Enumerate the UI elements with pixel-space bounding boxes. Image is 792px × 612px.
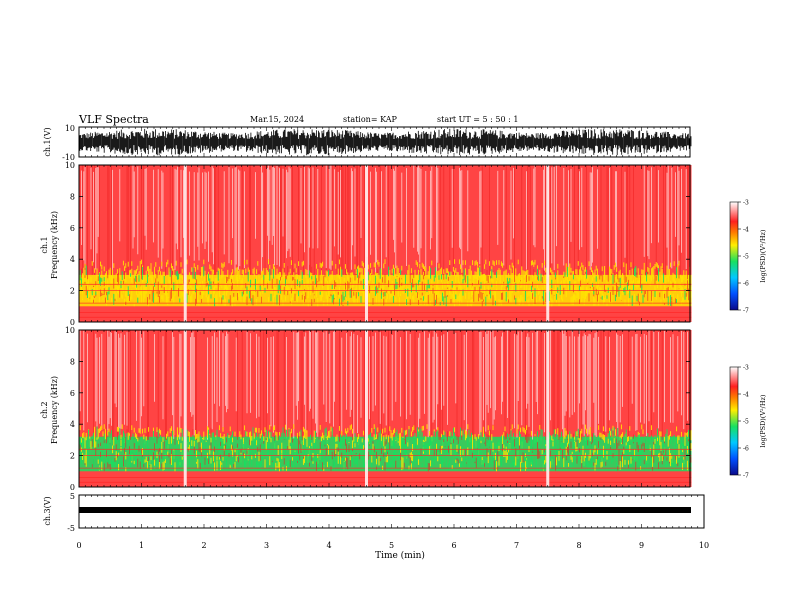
- ch1-spectrogram-ylabel-ch: ch.1: [40, 236, 49, 253]
- spectrogram-gap: [365, 330, 368, 487]
- colorbar-ch2-gradient: [729, 366, 739, 476]
- time-axis-tick-label: 6: [451, 541, 456, 550]
- colorbar-ch2-ticks: -3 -4 -5 -6 -7: [738, 365, 749, 480]
- ch2-spectrogram-ylabel-freq: Frequency (kHz): [50, 376, 59, 444]
- time-axis-tick-label: 1: [139, 541, 144, 550]
- ch1-waveform-line: [78, 128, 692, 156]
- time-axis-labels: 0 1 2 3 4 5 6 7 8 9 10: [76, 541, 709, 550]
- ch2-spectrogram-yticks: 0 2 4 6 8 10: [65, 326, 690, 492]
- ch1-spectrogram-ylabel-freq: Frequency (kHz): [50, 211, 59, 279]
- time-axis-tick-label: 9: [639, 541, 644, 550]
- ch1-waveform-panel: 10 -10 ch.1(V): [43, 124, 692, 162]
- spectrogram-ytick-label: 8: [70, 357, 75, 366]
- spectrogram-ytick-label: 4: [70, 255, 75, 264]
- ch2-spectrogram-panel: 0 2 4 6 8 10 ch.2 Frequency (kHz): [40, 326, 692, 492]
- figure-title: VLF Spectra: [79, 113, 149, 126]
- spectrogram-ytick-label: 4: [70, 420, 75, 429]
- time-axis-title: Time (min): [375, 550, 425, 561]
- time-axis-tick-label: 4: [326, 541, 331, 550]
- spectrogram-gap: [546, 165, 550, 322]
- colorbar-tick-label: -4: [743, 392, 749, 399]
- time-axis-tick-label: 8: [576, 541, 581, 550]
- ch1-ytick-bottom: -10: [62, 153, 75, 162]
- start-time-label: start UT = 5 : 50 : 1: [437, 115, 519, 124]
- colorbar-tick-label: -3: [743, 200, 749, 207]
- spectrogram-ytick-label: 0: [70, 318, 75, 327]
- date-label: Mar.15, 2024: [250, 115, 305, 124]
- colorbar-ch1-gradient: [729, 201, 739, 311]
- ch1-spectrogram-frame: [78, 164, 691, 323]
- spectrogram-ytick-label: 2: [70, 452, 75, 461]
- colorbar-tick-label: -7: [743, 473, 749, 480]
- spectrogram-gap: [183, 330, 187, 487]
- colorbar-tick-label: -7: [743, 308, 749, 315]
- spectrogram-white-streaks: [81, 165, 687, 275]
- station-label: station= KAP: [343, 115, 397, 124]
- spectrogram-gap: [365, 165, 368, 322]
- ch1-spectrogram-image: [78, 165, 692, 322]
- time-axis-tick-label: 10: [699, 541, 709, 550]
- ch2-spectrogram-xticks: [78, 330, 686, 487]
- time-axis-tick-label: 5: [389, 541, 394, 550]
- colorbar-tick-label: -5: [743, 419, 749, 426]
- colorbar-tick-label: -4: [743, 227, 749, 234]
- colorbar-ch1-label: log(PSD)(V²/Hz): [759, 229, 767, 282]
- ch1-waveform-ylabel: ch.1(V): [43, 127, 52, 156]
- ch2-spectrogram-image: [78, 330, 692, 487]
- ch1-waveform-xticks: [78, 127, 686, 157]
- spectrogram-green-texture: [79, 265, 686, 307]
- spectrogram-ytick-label: 6: [70, 224, 75, 233]
- colorbar-ch2-label: log(PSD)(V²/Hz): [759, 394, 767, 447]
- colorbar-ch1: -3 -4 -5 -6 -7 log(PSD)(V²/Hz): [729, 200, 767, 315]
- spectrogram-ytick-label: 10: [65, 326, 75, 335]
- ch3-waveform-xticks: [78, 494, 705, 529]
- ch3-waveform-ylabel: ch.3(V): [43, 496, 52, 525]
- ch1-spectrogram-xticks: [78, 165, 686, 322]
- spectrogram-ytick-label: 0: [70, 483, 75, 492]
- colorbar-ch2: -3 -4 -5 -6 -7 log(PSD)(V²/Hz): [729, 365, 767, 480]
- spectrogram-ytick-label: 10: [65, 161, 75, 170]
- time-axis-tick-label: 7: [514, 541, 519, 550]
- spectrogram-ytick-label: 2: [70, 287, 75, 296]
- colorbar-tick-label: -6: [743, 446, 749, 453]
- ch1-waveform-trace: [78, 128, 692, 156]
- ch3-waveform-panel: 5 -5 ch.3(V) 0 1 2 3 4 5 6 7 8 9 10 Time (min): [43, 492, 709, 561]
- time-axis-tick-label: 3: [264, 541, 269, 550]
- ch1-waveform-frame: [78, 126, 691, 158]
- spectrogram-gap: [183, 165, 187, 322]
- ch1-spectrogram-panel: 0 2 4 6 8 10 ch.1 Frequency (kHz): [40, 161, 692, 327]
- ch3-ytick-bottom: -5: [67, 524, 75, 533]
- ch3-ytick-top: 5: [70, 492, 75, 501]
- ch1-spectrogram-yticks: 0 2 4 6 8 10: [65, 161, 690, 327]
- colorbar-ch1-ticks: -3 -4 -5 -6 -7: [738, 200, 749, 315]
- colorbar-tick-label: -5: [743, 254, 749, 261]
- spectrogram-ytick-label: 6: [70, 389, 75, 398]
- colorbar-tick-label: -6: [743, 281, 749, 288]
- ch2-spectrogram-ylabel-ch: ch.2: [40, 401, 49, 418]
- spectrogram-ytick-label: 8: [70, 192, 75, 201]
- ch3-waveform-trace: [79, 507, 691, 513]
- time-axis-tick-label: 2: [201, 541, 206, 550]
- spectrogram-gap: [546, 330, 550, 487]
- ch1-ytick-top: 10: [65, 124, 75, 133]
- time-axis-tick-label: 0: [76, 541, 81, 550]
- colorbar-tick-label: -3: [743, 365, 749, 372]
- ch2-spectrogram-frame: [78, 329, 691, 488]
